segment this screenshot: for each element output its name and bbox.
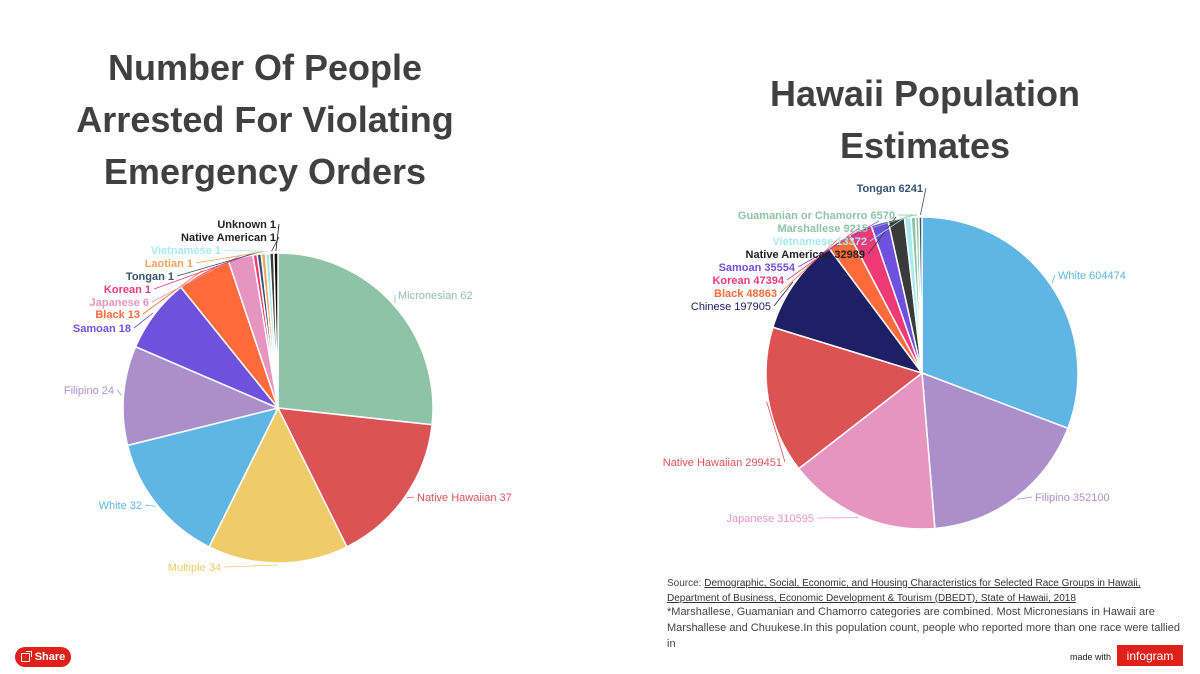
- label-population-korean: Korean 47394: [712, 275, 784, 287]
- leader-arrests-unknown: [275, 223, 280, 252]
- label-arrests-samoan: Samoan 18: [73, 323, 131, 335]
- slice-population-tongan[interactable]: [918, 216, 923, 374]
- leader-population-white: [1051, 274, 1056, 284]
- label-arrests-native-american: Native American 1: [181, 232, 276, 244]
- footnote: *Marshallese, Guamanian and Chamorro cat…: [667, 606, 1181, 650]
- label-population-guamanian-or-chamorro: Guamanian or Chamorro 6570: [738, 210, 895, 222]
- leader-arrests-multiple: [223, 564, 279, 568]
- leader-population-native-american: [867, 216, 897, 255]
- label-arrests-filipino: Filipino 24: [64, 385, 114, 397]
- leader-arrests-tongan: [176, 251, 260, 277]
- slice-arrests-multiple[interactable]: [208, 406, 348, 564]
- label-arrests-japanese: Japanese 6: [90, 297, 149, 309]
- chart-title-population: Hawaii Population Estimates: [769, 73, 1081, 166]
- pie-population: White 604474 Filipino 352100 Japanese 3105…: [663, 183, 1126, 530]
- leader-population-vietnamese: [869, 215, 908, 242]
- label-arrests-tongan: Tongan 1: [126, 271, 174, 283]
- label-arrests-unknown: Unknown 1: [217, 219, 276, 231]
- label-population-native-hawaiian: Native Hawaiian 299451: [663, 457, 782, 469]
- slice-arrests-native-hawaiian[interactable]: [276, 407, 433, 548]
- leader-population-native-hawaiian: [766, 401, 786, 463]
- label-population-marshallese: Marshallese 9215: [777, 223, 868, 235]
- slice-arrests-unknown[interactable]: [273, 252, 279, 409]
- slice-population-filipino[interactable]: [921, 371, 1069, 530]
- leader-arrests-korean: [153, 252, 255, 290]
- share-button[interactable]: Share: [15, 647, 71, 667]
- chart-title-arrests: Number Of People Arrested For Violating …: [76, 47, 454, 192]
- label-arrests-multiple: Multiple 34: [168, 562, 221, 574]
- slice-arrests-filipino[interactable]: [122, 345, 281, 447]
- leader-arrests-native-hawaiian: [406, 496, 415, 499]
- label-arrests-laotian: Laotian 1: [145, 258, 193, 270]
- label-arrests-micronesian: Micronesian 62: [398, 290, 473, 302]
- leader-arrests-black: [142, 269, 203, 315]
- label-arrests-vietnamese: Vietnamese 1: [151, 245, 221, 257]
- source-prefix: Source:: [667, 578, 702, 589]
- label-arrests-native-hawaiian: Native Hawaiian 37: [417, 492, 512, 504]
- source-citation: Source: Demographic, Social, Economic, a…: [667, 576, 1182, 606]
- share-label: Share: [34, 651, 66, 663]
- share-icon: [20, 650, 32, 662]
- pie-arrests: Micronesian 62 Native Hawaiian 37 Multiple…: [64, 219, 512, 574]
- label-arrests-korean: Korean 1: [104, 284, 151, 296]
- leader-population-tongan: [920, 187, 927, 216]
- label-population-tongan: Tongan 6241: [857, 183, 923, 195]
- leader-population-chinese: [773, 281, 794, 307]
- leader-arrests-filipino: [116, 389, 122, 396]
- slice-arrests-micronesian[interactable]: [277, 252, 434, 426]
- source-link[interactable]: Demographic, Social, Economic, and Housi…: [667, 578, 1141, 604]
- slice-population-japanese[interactable]: [797, 371, 936, 530]
- leader-population-filipino: [1016, 496, 1033, 500]
- label-population-native-american: Native American 32989: [746, 249, 865, 261]
- leader-arrests-vietnamese: [223, 249, 268, 252]
- label-population-white: White 604474: [1058, 270, 1126, 282]
- label-population-samoan: Samoan 35554: [719, 262, 796, 274]
- slice-population-native-hawaiian[interactable]: [765, 326, 924, 470]
- leader-population-korean: [786, 227, 860, 281]
- slice-arrests-white[interactable]: [126, 406, 280, 548]
- leader-arrests-white: [144, 504, 156, 507]
- label-population-japanese: Japanese 310595: [727, 513, 814, 525]
- leader-arrests-samoan: [133, 312, 154, 329]
- leader-population-samoan: [797, 220, 880, 268]
- label-population-black: Black 48863: [714, 288, 777, 300]
- made-with-label: made with: [1070, 652, 1112, 662]
- label-population-chinese: Chinese 197905: [691, 301, 771, 313]
- infogram-logo[interactable]: infogram: [1117, 645, 1183, 666]
- leader-population-black: [779, 239, 839, 294]
- leader-population-marshallese: [870, 214, 914, 229]
- label-population-filipino: Filipino 352100: [1035, 492, 1110, 504]
- leader-arrests-native-american: [271, 236, 280, 252]
- slice-population-white[interactable]: [921, 216, 1079, 430]
- label-arrests-white: White 32: [99, 500, 142, 512]
- label-population-vietnamese: Vietnamese 13372: [772, 236, 867, 248]
- leader-arrests-laotian: [195, 251, 264, 264]
- label-arrests-black: Black 13: [95, 309, 140, 321]
